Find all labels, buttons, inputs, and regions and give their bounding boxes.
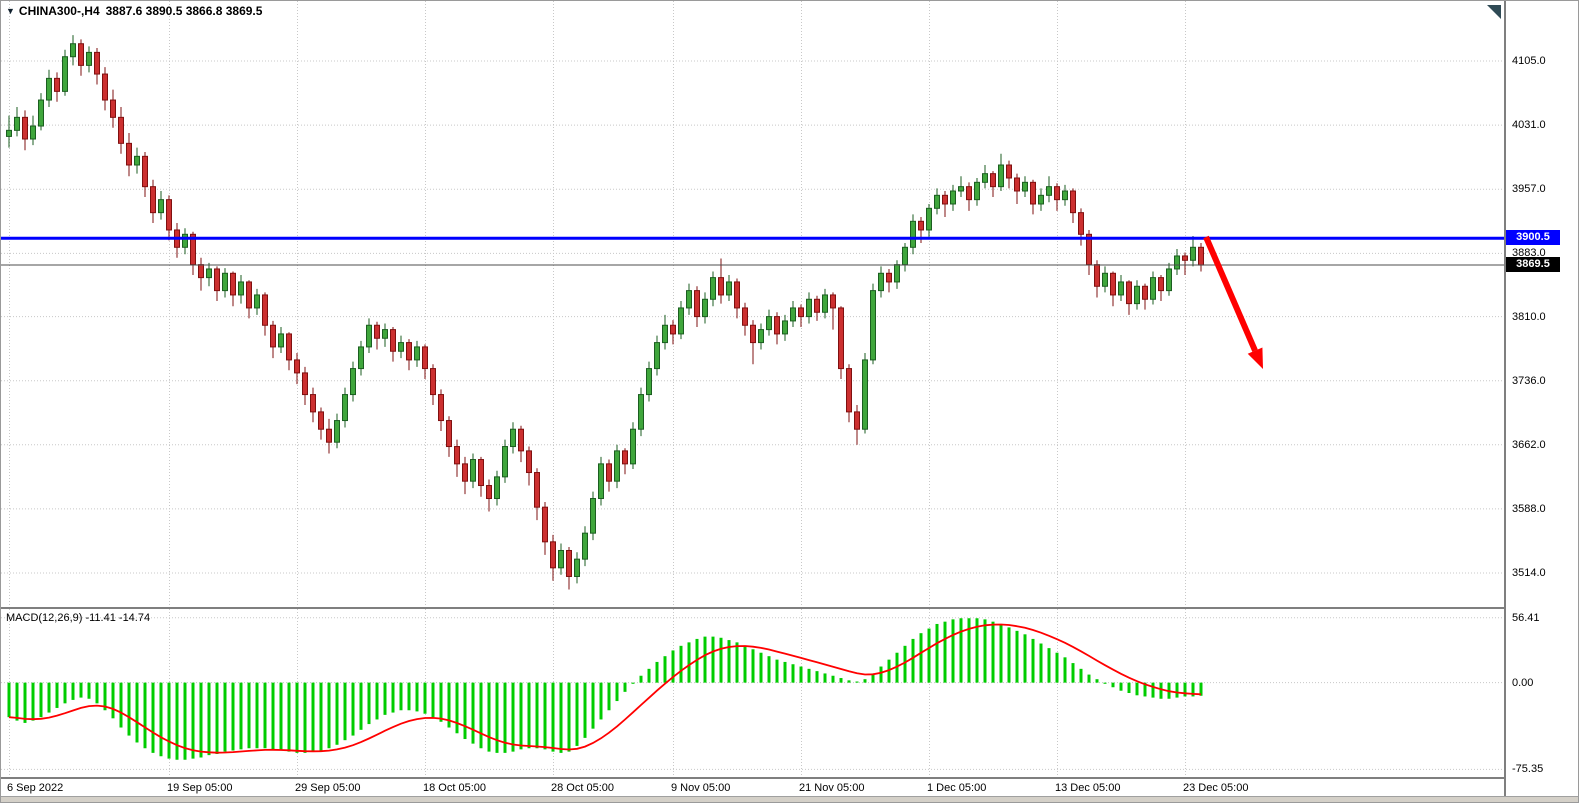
horizontal-scrollbar[interactable] [1,796,1578,802]
trend-arrow [1203,235,1263,369]
price-tick-label: 4031.0 [1512,119,1546,132]
macd-tick-label: -75.35 [1512,763,1544,776]
macd-indicator-panel[interactable] [1,607,1504,777]
bid-price-label: 3869.5 [1506,257,1560,273]
ohlc-values: 3887.6 3890.5 3866.8 3869.5 [105,4,263,18]
symbol-timeframe-label: CHINA300-,H4 [18,4,100,18]
candlestick-chart[interactable] [1,1,1504,607]
price-tick-label: 3588.0 [1512,502,1546,515]
price-tick-label: 3883.0 [1512,247,1546,260]
macd-histogram [7,618,1203,760]
chart-ohlc-header: ▼ CHINA300-,H4 3887.6 3890.5 3866.8 3869.5 [6,4,268,18]
time-axis-label: 13 Dec 05:00 [1055,782,1121,794]
time-axis-label: 29 Sep 05:00 [295,782,361,794]
time-axis-label: 6 Sep 2022 [7,782,64,794]
price-tick-label: 4105.0 [1512,55,1546,68]
hline-price-label: 3900.5 [1506,230,1560,246]
macd-tick-label: 0.00 [1512,676,1534,689]
time-axis-label: 1 Dec 05:00 [927,782,987,794]
price-scale[interactable]: 4105.0 4031.0 3957.0 3883.0 3810.0 3736.0 3662… [1504,1,1578,796]
candles-layer [6,35,1204,590]
macd-signal-line [8,623,1202,754]
time-axis[interactable]: 6 Sep 2022 19 Sep 05:00 29 Sep 05:00 18 Oct… [1,777,1504,796]
time-axis-label: 19 Sep 05:00 [167,782,233,794]
symbol-dropdown-icon: ▼ [6,6,15,16]
time-axis-label: 18 Oct 05:00 [423,782,486,794]
macd-indicator-label: MACD(12,26,9) -11.41 -14.74 [6,612,151,624]
time-axis-label: 9 Nov 05:00 [671,782,731,794]
time-axis-label: 28 Oct 05:00 [551,782,614,794]
price-tick-label: 3957.0 [1512,183,1546,196]
main-grid [1,1,1504,607]
price-tick-label: 3810.0 [1512,310,1546,323]
time-axis-label: 23 Dec 05:00 [1183,782,1249,794]
price-tick-label: 3736.0 [1512,374,1546,387]
macd-tick-label: 56.41 [1512,611,1540,624]
macd-chart[interactable] [1,609,1504,777]
price-tick-label: 3514.0 [1512,567,1546,579]
price-chart-panel[interactable]: ▼ CHINA300-,H4 3887.6 3890.5 3866.8 3869.5 [1,1,1504,607]
time-axis-label: 21 Nov 05:00 [799,782,865,794]
price-tick-label: 3662.0 [1512,438,1546,451]
